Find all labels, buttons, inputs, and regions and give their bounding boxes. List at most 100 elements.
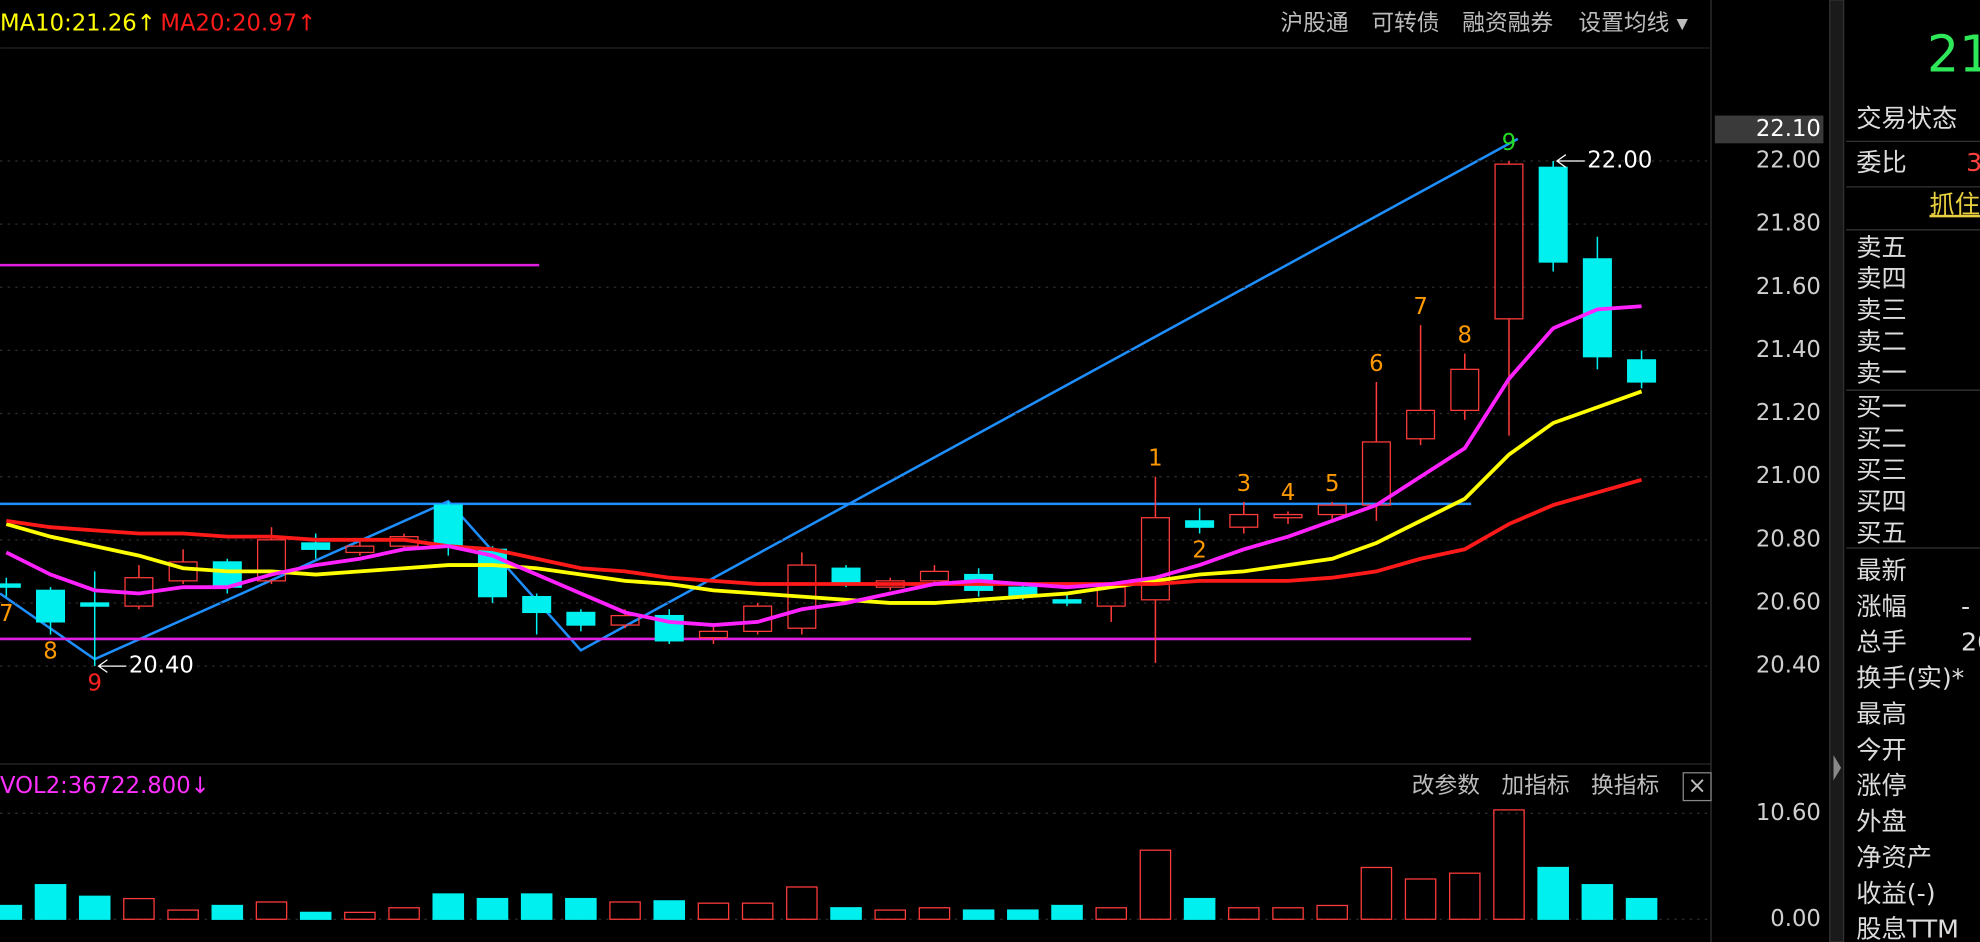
volume-bar bbox=[1581, 884, 1614, 920]
close-box[interactable] bbox=[1682, 772, 1712, 802]
value: 3 bbox=[1966, 148, 1980, 177]
trend-line bbox=[0, 137, 1519, 661]
td-count: 4 bbox=[1281, 480, 1295, 506]
candle-body bbox=[1538, 166, 1568, 263]
label: 交易状态 bbox=[1856, 104, 1957, 133]
td-count: 9 bbox=[1502, 130, 1516, 156]
candle-body bbox=[0, 583, 21, 588]
candle-body bbox=[1627, 359, 1657, 383]
stat-label: 股息TTM bbox=[1856, 915, 1959, 942]
toolbar-button[interactable]: 设置均线 ▾ bbox=[1578, 10, 1688, 36]
indicator-button[interactable]: 改参数 bbox=[1412, 773, 1480, 799]
stat-label: 最新 bbox=[1856, 556, 1907, 585]
volume-bar bbox=[255, 901, 288, 920]
stat-label: 换手(实)* bbox=[1856, 664, 1964, 693]
volume-bar bbox=[830, 907, 862, 920]
candle-body bbox=[1052, 599, 1082, 604]
volume-bar bbox=[167, 909, 199, 920]
candle-body bbox=[1273, 513, 1303, 519]
indicator-button[interactable]: 加指标 bbox=[1501, 773, 1569, 799]
candle-body bbox=[566, 611, 596, 626]
y-tick-label: 20.60 bbox=[1756, 589, 1821, 615]
volume-bar bbox=[520, 893, 553, 920]
order-book-label: 卖四 bbox=[1856, 264, 1907, 293]
order-book-label: 卖三 bbox=[1856, 296, 1907, 325]
y-tick-label: 0.00 bbox=[1770, 906, 1821, 932]
candle-body bbox=[919, 570, 949, 582]
splitter-arrow[interactable] bbox=[1833, 755, 1842, 781]
extreme-label: 20.40 bbox=[129, 653, 194, 679]
ma-line bbox=[6, 478, 1643, 586]
td-count: 7 bbox=[1413, 294, 1427, 320]
volume-bar bbox=[874, 909, 907, 920]
drawings bbox=[0, 137, 1519, 661]
volume-bar bbox=[1404, 878, 1437, 920]
close-button[interactable]: × bbox=[1688, 773, 1707, 799]
td-count: 8 bbox=[43, 639, 57, 665]
price-marker-label: 22.10 bbox=[1756, 116, 1821, 142]
stat-value: - bbox=[1961, 592, 1970, 621]
volume-bar bbox=[918, 907, 951, 920]
link[interactable]: 抓住 bbox=[1929, 190, 1980, 219]
candle-body bbox=[168, 561, 198, 582]
stat-label: 涨停 bbox=[1856, 771, 1907, 800]
volume-bar bbox=[962, 909, 995, 920]
extreme-arrow bbox=[1555, 154, 1585, 168]
volume-bar bbox=[0, 904, 23, 920]
last-price: 21 bbox=[1927, 25, 1980, 84]
volume-bar bbox=[609, 901, 641, 920]
volume-bar bbox=[1139, 849, 1172, 920]
order-book-label: 卖五 bbox=[1856, 233, 1907, 262]
stat-label: 净资产 bbox=[1856, 843, 1932, 872]
td-count: 3 bbox=[1237, 471, 1251, 497]
volume-bar bbox=[344, 911, 376, 920]
volume-bar bbox=[653, 900, 686, 920]
volume-bar bbox=[299, 911, 332, 920]
candle-body bbox=[698, 630, 728, 639]
toolbar-button[interactable]: 可转债 bbox=[1371, 10, 1439, 36]
order-book-label: 买五 bbox=[1856, 518, 1907, 547]
label: 委比 bbox=[1856, 148, 1907, 177]
y-tick-label: 22.00 bbox=[1756, 147, 1821, 173]
candle-body bbox=[1229, 513, 1259, 528]
candle-body bbox=[80, 602, 110, 607]
candle-body bbox=[1140, 517, 1170, 601]
splitter[interactable] bbox=[1829, 0, 1845, 942]
volume-bar bbox=[565, 897, 597, 920]
toolbar-button[interactable]: 融资融券 bbox=[1462, 10, 1553, 36]
candle-body bbox=[36, 589, 66, 623]
volume-bar bbox=[432, 893, 465, 920]
volume-bar bbox=[1051, 904, 1083, 920]
volume-bar bbox=[388, 907, 420, 920]
volume-bar bbox=[1007, 909, 1039, 920]
volume-title: VOL2:36722.800↓ bbox=[0, 773, 210, 799]
stat-label: 收益(-) bbox=[1856, 879, 1935, 908]
candle-body bbox=[345, 545, 375, 554]
y-tick-label: 21.20 bbox=[1756, 400, 1821, 426]
td-count: 1 bbox=[1148, 446, 1162, 472]
extreme-arrow bbox=[97, 659, 127, 673]
order-book-label: 买二 bbox=[1856, 424, 1907, 453]
stat-label: 今开 bbox=[1856, 735, 1907, 764]
volume-bar bbox=[34, 884, 67, 920]
y-tick-label: 21.00 bbox=[1756, 463, 1821, 489]
legend-entry: MA20:20.97↑ bbox=[160, 10, 316, 36]
volume-bar bbox=[697, 902, 730, 920]
td-count: 7 bbox=[0, 601, 14, 627]
stat-label: 总手 bbox=[1856, 628, 1907, 657]
y-tick-label: 21.80 bbox=[1756, 211, 1821, 237]
ma-line bbox=[5, 304, 1642, 627]
candle-body bbox=[1406, 409, 1436, 440]
indicator-button[interactable]: 换指标 bbox=[1591, 773, 1659, 799]
order-book-label: 卖一 bbox=[1856, 359, 1907, 388]
candle-body bbox=[256, 539, 287, 582]
stat-value: 20 bbox=[1961, 628, 1980, 657]
volume-bar bbox=[1272, 907, 1304, 920]
candle-body bbox=[433, 504, 463, 547]
stat-label: 外盘 bbox=[1856, 807, 1907, 836]
volume-bar bbox=[1449, 872, 1481, 920]
toolbar-button[interactable]: 沪股通 bbox=[1280, 10, 1348, 36]
candle-body bbox=[1317, 504, 1347, 516]
